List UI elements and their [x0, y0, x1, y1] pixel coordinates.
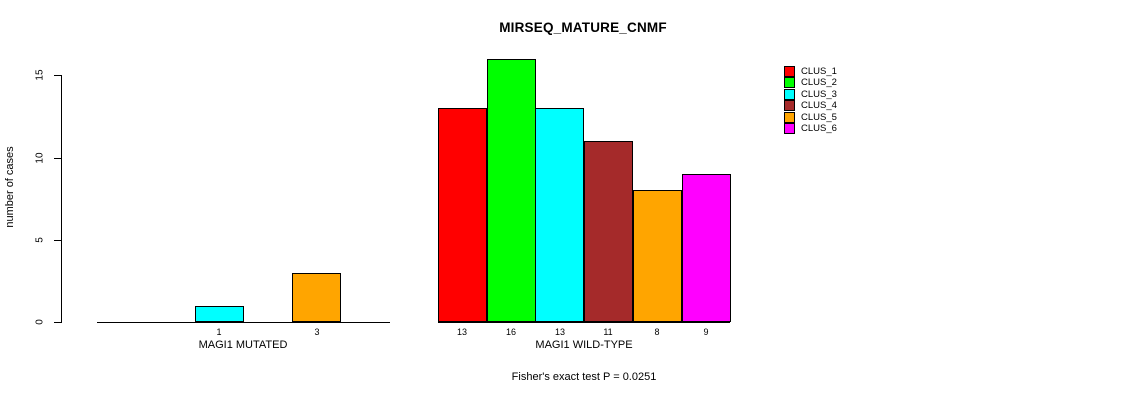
group-label-1: MAGI1 MUTATED [198, 339, 288, 351]
legend-label-clus_5: CLUS_5 [801, 112, 837, 123]
y-tick-label: 10 [34, 152, 46, 164]
bar-value-label: 8 [654, 327, 660, 337]
bar-value-label: 9 [703, 327, 709, 337]
group-baseline [97, 322, 390, 323]
bar-clus_2-group2 [487, 59, 536, 322]
legend-label-clus_3: CLUS_3 [801, 89, 837, 100]
legend-swatch-clus_4 [784, 100, 795, 111]
bar-clus_6-group2 [682, 174, 731, 322]
y-tick-mark [54, 158, 61, 159]
bar-clus_3-group1 [195, 306, 244, 322]
bar-clus_1-group2 [438, 108, 487, 322]
legend-label-clus_6: CLUS_6 [801, 123, 837, 134]
bar-clus_4-group2 [584, 141, 633, 322]
legend-swatch-clus_2 [784, 77, 795, 88]
bar-value-label: 3 [314, 327, 320, 337]
legend-swatch-clus_1 [784, 66, 795, 77]
group-baseline [438, 322, 730, 323]
bar-value-label: 1 [216, 327, 222, 337]
y-tick-label: 15 [34, 69, 46, 81]
y-tick-mark [54, 240, 61, 241]
fisher-test-annotation: Fisher's exact test P = 0.0251 [511, 371, 657, 383]
y-axis-line [61, 75, 62, 323]
legend-label-clus_2: CLUS_2 [801, 77, 837, 88]
bar-clus_5-group1 [292, 273, 341, 322]
y-tick-label: 5 [34, 237, 46, 243]
bar-value-label: 13 [554, 327, 566, 337]
bar-value-label: 16 [505, 327, 517, 337]
y-tick-mark [54, 75, 61, 76]
legend-swatch-clus_3 [784, 89, 795, 100]
bar-value-label: 11 [603, 327, 613, 337]
group-label-2: MAGI1 WILD-TYPE [535, 339, 633, 351]
y-tick-label: 0 [34, 319, 46, 325]
legend-label-clus_4: CLUS_4 [801, 100, 837, 111]
bar-clus_3-group2 [535, 108, 584, 322]
legend-label-clus_1: CLUS_1 [801, 66, 837, 77]
bar-value-label: 13 [456, 327, 468, 337]
legend-swatch-clus_5 [784, 112, 795, 123]
y-tick-mark [54, 322, 61, 323]
chart-title: MIRSEQ_MATURE_CNMF [499, 20, 667, 35]
legend-swatch-clus_6 [784, 123, 795, 134]
bar-clus_5-group2 [633, 190, 682, 322]
